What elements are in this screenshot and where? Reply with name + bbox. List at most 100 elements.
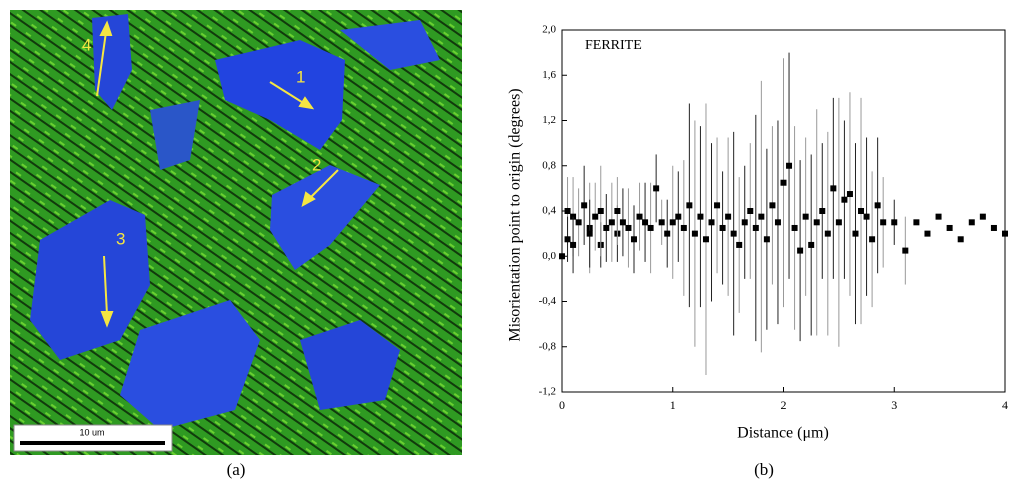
point — [758, 213, 765, 220]
grain-blue — [92, 14, 132, 110]
point — [902, 247, 909, 254]
point — [869, 236, 876, 243]
point — [675, 213, 682, 220]
point — [636, 213, 643, 220]
point — [730, 230, 737, 237]
x-tick-label: 4 — [1002, 398, 1008, 412]
point — [592, 213, 599, 220]
point — [619, 219, 626, 226]
point — [797, 247, 804, 254]
grain-blue — [270, 165, 380, 270]
x-tick-label: 0 — [559, 398, 565, 412]
point — [835, 219, 842, 226]
y-tick-label: 0,8 — [542, 159, 556, 171]
point — [769, 202, 776, 209]
point — [714, 202, 721, 209]
y-tick-label: 0,4 — [542, 205, 556, 217]
marker-label: 1 — [296, 67, 305, 86]
point — [935, 213, 942, 220]
point — [813, 219, 820, 226]
grain-blue — [30, 200, 150, 360]
point — [863, 213, 870, 220]
marker-label: 3 — [116, 229, 125, 248]
point — [564, 236, 571, 243]
y-tick-label: 0,0 — [542, 250, 556, 262]
scale-bar-box — [13, 424, 173, 452]
point — [786, 162, 793, 169]
point — [741, 219, 748, 226]
annotation: FERRITE — [585, 38, 642, 53]
point — [763, 236, 770, 243]
point — [630, 236, 637, 243]
point — [669, 219, 676, 226]
y-tick-label: 1,6 — [542, 69, 556, 81]
y-tick-label: 1,2 — [542, 114, 556, 126]
point — [686, 202, 693, 209]
point — [780, 179, 787, 186]
point — [575, 219, 582, 226]
point — [586, 230, 593, 237]
point — [808, 241, 815, 248]
point — [697, 213, 704, 220]
grain-blue — [340, 20, 440, 70]
grain-blue — [215, 40, 345, 150]
point — [752, 224, 759, 231]
y-tick-label: -0,4 — [539, 295, 557, 307]
point — [1002, 230, 1008, 237]
panel-caption: (a) — [227, 460, 246, 479]
point — [708, 219, 715, 226]
point — [736, 241, 743, 248]
point — [924, 230, 931, 237]
point — [647, 224, 654, 231]
point — [653, 185, 660, 192]
marker-label: 4 — [82, 35, 91, 54]
y-tick-label: 2,0 — [542, 24, 556, 36]
point — [968, 219, 975, 226]
point — [913, 219, 920, 226]
point — [774, 219, 781, 226]
point — [664, 230, 671, 237]
point — [719, 224, 726, 231]
point — [979, 213, 986, 220]
point — [642, 219, 649, 226]
marker-label: 2 — [312, 155, 321, 174]
point — [957, 236, 964, 243]
point — [802, 213, 809, 220]
x-tick-label: 2 — [781, 398, 787, 412]
point — [625, 224, 632, 231]
point — [581, 202, 588, 209]
point — [570, 241, 577, 248]
x-tick-label: 3 — [891, 398, 897, 412]
point — [874, 202, 881, 209]
point — [841, 196, 848, 203]
grain-blue — [300, 320, 400, 410]
x-tick-label: 1 — [670, 398, 676, 412]
point — [852, 230, 859, 237]
point — [603, 224, 610, 231]
point — [830, 185, 837, 192]
point — [658, 219, 665, 226]
point — [891, 219, 898, 226]
point — [819, 208, 826, 214]
point — [990, 224, 997, 231]
point — [858, 208, 865, 214]
y-tick-label: -0,8 — [539, 340, 557, 352]
y-axis-label: Misorientation point to origin (degrees) — [507, 88, 524, 341]
point — [747, 208, 754, 214]
point — [791, 224, 798, 231]
arrows — [96, 20, 339, 328]
point — [559, 253, 565, 260]
grain-blue — [150, 100, 200, 170]
micrograph: 1 2 3 4 10 um — [10, 10, 462, 455]
point — [702, 236, 709, 243]
point — [691, 230, 698, 237]
grain-blue — [120, 300, 260, 430]
point — [725, 213, 732, 220]
point — [824, 230, 831, 237]
point — [946, 224, 953, 231]
y-tick-label: -1,2 — [539, 386, 556, 398]
point — [846, 191, 853, 198]
point — [597, 208, 604, 214]
